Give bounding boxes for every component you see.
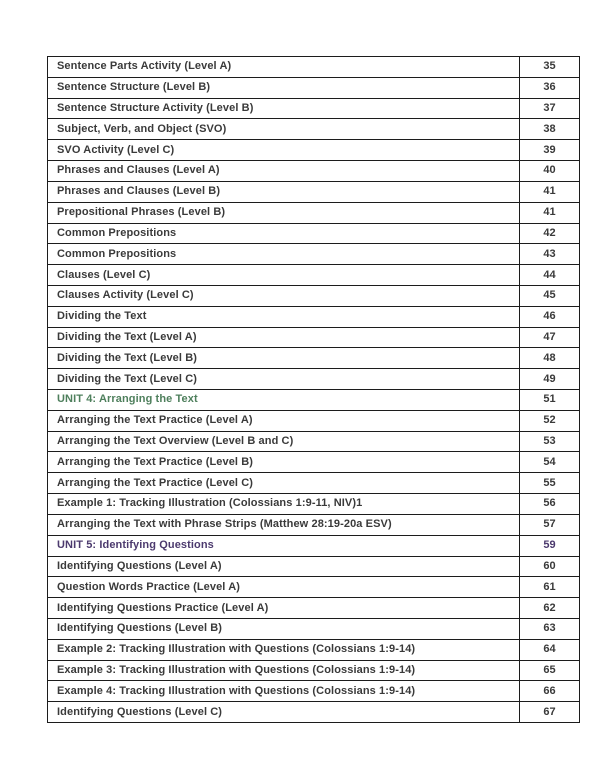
toc-entry-page: 54: [519, 451, 580, 474]
toc-entry-title: Identifying Questions (Level B): [47, 617, 520, 640]
toc-row: Arranging the Text Practice (Level A) 52: [47, 409, 580, 432]
toc-entry-title: Identifying Questions Practice (Level A): [47, 597, 520, 619]
toc-entry-page: 60: [519, 555, 580, 578]
toc-row: Identifying Questions (Level C) 67: [47, 701, 580, 723]
toc-entry-title: Example 4: Tracking Illustration with Qu…: [47, 680, 520, 703]
toc-entry-title: Example 2: Tracking Illustration with Qu…: [47, 638, 520, 661]
toc-row: Common Prepositions 43: [47, 243, 580, 266]
toc-entry-page: 52: [519, 409, 580, 432]
toc-entry-page: 59: [519, 534, 580, 557]
toc-table: Sentence Parts Activity (Level A) 35 Sen…: [47, 56, 580, 723]
toc-row: Identifying Questions Practice (Level A)…: [47, 597, 580, 619]
toc-row: UNIT 5: Identifying Questions 59: [47, 534, 580, 557]
toc-entry-page: 42: [519, 222, 580, 245]
toc-entry-page: 40: [519, 160, 580, 182]
toc-row: Sentence Parts Activity (Level A) 35: [47, 56, 580, 78]
toc-row: Identifying Questions (Level B) 63: [47, 617, 580, 640]
toc-entry-page: 48: [519, 347, 580, 370]
toc-entry-title: SVO Activity (Level C): [47, 139, 520, 162]
toc-entry-page: 61: [519, 576, 580, 599]
toc-entry-page: 56: [519, 493, 580, 515]
toc-row: Sentence Structure Activity (Level B) 37: [47, 97, 580, 120]
toc-row: Phrases and Clauses (Level B) 41: [47, 180, 580, 203]
toc-row: UNIT 4: Arranging the Text 51: [47, 389, 580, 411]
toc-entry-page: 47: [519, 326, 580, 349]
toc-entry-title: Arranging the Text with Phrase Strips (M…: [47, 513, 520, 536]
toc-row: Arranging the Text Practice (Level C) 55: [47, 472, 580, 495]
toc-entry-page: 43: [519, 243, 580, 266]
toc-entry-title: UNIT 5: Identifying Questions: [47, 534, 520, 557]
toc-entry-page: 45: [519, 284, 580, 307]
toc-entry-title: Dividing the Text (Level B): [47, 347, 520, 370]
toc-entry-page: 55: [519, 472, 580, 495]
toc-entry-page: 35: [519, 56, 580, 78]
toc-entry-title: Example 3: Tracking Illustration with Qu…: [47, 659, 520, 682]
toc-entry-title: Arranging the Text Overview (Level B and…: [47, 430, 520, 453]
toc-entry-page: 65: [519, 659, 580, 682]
toc-row: Prepositional Phrases (Level B) 41: [47, 201, 580, 224]
toc-entry-title: Identifying Questions (Level C): [47, 701, 520, 723]
toc-row: Dividing the Text (Level C) 49: [47, 368, 580, 390]
toc-row: Dividing the Text 46: [47, 305, 580, 328]
toc-entry-page: 44: [519, 264, 580, 286]
toc-row: Arranging the Text with Phrase Strips (M…: [47, 513, 580, 536]
toc-entry-title: Question Words Practice (Level A): [47, 576, 520, 599]
toc-row: Example 2: Tracking Illustration with Qu…: [47, 638, 580, 661]
toc-entry-title: Arranging the Text Practice (Level B): [47, 451, 520, 474]
toc-entry-title: Subject, Verb, and Object (SVO): [47, 118, 520, 141]
toc-entry-title: Phrases and Clauses (Level B): [47, 180, 520, 203]
toc-entry-page: 67: [519, 701, 580, 723]
toc-entry-title: Phrases and Clauses (Level A): [47, 160, 520, 182]
toc-row: Arranging the Text Overview (Level B and…: [47, 430, 580, 453]
toc-row: SVO Activity (Level C) 39: [47, 139, 580, 162]
toc-entry-title: Common Prepositions: [47, 243, 520, 266]
toc-entry-title: Clauses Activity (Level C): [47, 284, 520, 307]
toc-entry-title: Sentence Parts Activity (Level A): [47, 56, 520, 78]
toc-entry-page: 62: [519, 597, 580, 619]
toc-entry-title: Clauses (Level C): [47, 264, 520, 286]
toc-entry-title: Prepositional Phrases (Level B): [47, 201, 520, 224]
toc-entry-page: 37: [519, 97, 580, 120]
toc-row: Dividing the Text (Level A) 47: [47, 326, 580, 349]
toc-entry-title: Dividing the Text (Level C): [47, 368, 520, 390]
toc-entry-title: Common Prepositions: [47, 222, 520, 245]
toc-row: Arranging the Text Practice (Level B) 54: [47, 451, 580, 474]
toc-entry-title: Identifying Questions (Level A): [47, 555, 520, 578]
toc-entry-page: 53: [519, 430, 580, 453]
toc-entry-title: Dividing the Text: [47, 305, 520, 328]
toc-entry-title: Sentence Structure Activity (Level B): [47, 97, 520, 120]
toc-row: Common Prepositions 42: [47, 222, 580, 245]
toc-row: Example 3: Tracking Illustration with Qu…: [47, 659, 580, 682]
toc-entry-page: 49: [519, 368, 580, 390]
toc-entry-page: 63: [519, 617, 580, 640]
toc-row: Dividing the Text (Level B) 48: [47, 347, 580, 370]
toc-row: Subject, Verb, and Object (SVO) 38: [47, 118, 580, 141]
toc-entry-page: 41: [519, 180, 580, 203]
toc-body: Sentence Parts Activity (Level A) 35 Sen…: [47, 56, 580, 723]
toc-row: Clauses Activity (Level C) 45: [47, 284, 580, 307]
toc-entry-page: 66: [519, 680, 580, 703]
toc-row: Clauses (Level C) 44: [47, 264, 580, 286]
toc-entry-page: 51: [519, 389, 580, 411]
toc-entry-page: 38: [519, 118, 580, 141]
toc-entry-page: 46: [519, 305, 580, 328]
toc-entry-page: 41: [519, 201, 580, 224]
toc-entry-title: Sentence Structure (Level B): [47, 76, 520, 99]
toc-row: Identifying Questions (Level A) 60: [47, 555, 580, 578]
toc-row: Example 4: Tracking Illustration with Qu…: [47, 680, 580, 703]
toc-entry-title: UNIT 4: Arranging the Text: [47, 389, 520, 411]
toc-entry-page: 39: [519, 139, 580, 162]
toc-entry-title: Dividing the Text (Level A): [47, 326, 520, 349]
toc-entry-title: Arranging the Text Practice (Level C): [47, 472, 520, 495]
toc-entry-title: Example 1: Tracking Illustration (Coloss…: [47, 493, 520, 515]
toc-entry-page: 64: [519, 638, 580, 661]
toc-row: Phrases and Clauses (Level A) 40: [47, 160, 580, 182]
toc-row: Sentence Structure (Level B) 36: [47, 76, 580, 99]
toc-entry-page: 36: [519, 76, 580, 99]
toc-row: Example 1: Tracking Illustration (Coloss…: [47, 493, 580, 515]
toc-row: Question Words Practice (Level A) 61: [47, 576, 580, 599]
toc-entry-title: Arranging the Text Practice (Level A): [47, 409, 520, 432]
toc-entry-page: 57: [519, 513, 580, 536]
